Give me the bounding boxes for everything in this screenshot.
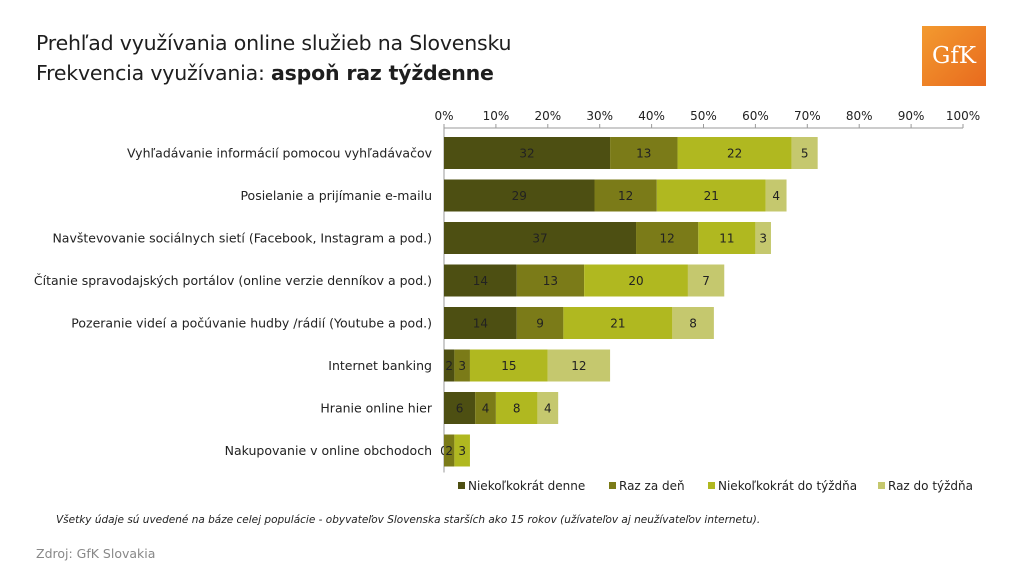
bar-segment <box>584 264 688 297</box>
data-label: 4 <box>772 189 780 203</box>
bar-segment <box>454 434 470 467</box>
data-label: 21 <box>704 189 719 203</box>
x-tick-label: 90% <box>898 109 925 123</box>
x-tick-label: 0% <box>434 109 453 123</box>
data-label: 14 <box>473 317 488 331</box>
title-line-2-emphasis: aspoň raz týždenne <box>271 61 494 85</box>
bar-segment <box>656 179 766 212</box>
bar-segment <box>765 179 787 212</box>
data-label: 12 <box>571 359 586 373</box>
legend-label: Raz do týždňa <box>888 479 973 493</box>
data-label: 21 <box>610 317 625 331</box>
x-tick-label: 50% <box>690 109 717 123</box>
bar-segment <box>687 264 725 297</box>
title-line-1: Prehľad využívania online služieb na Slo… <box>36 31 512 55</box>
data-label: 3 <box>458 444 466 458</box>
bar-segment <box>444 179 595 212</box>
data-label: 5 <box>801 147 809 161</box>
bar-segment <box>475 392 496 424</box>
x-tick-label: 70% <box>794 109 821 123</box>
bar-segment <box>444 222 637 254</box>
bar-segment <box>610 137 678 169</box>
bar-segment <box>537 392 559 424</box>
bar-segment <box>516 307 564 339</box>
x-tick-label: 40% <box>638 109 665 123</box>
legend-swatch <box>878 482 885 489</box>
data-label: 3 <box>458 359 466 373</box>
category-label: Čítanie spravodajských portálov (online … <box>34 273 432 288</box>
bar-segment <box>454 349 470 382</box>
bar-segment <box>672 307 714 339</box>
legend-label: Raz za deň <box>619 479 685 493</box>
bar-segment <box>444 137 611 169</box>
data-label: 12 <box>660 232 675 246</box>
data-label: 8 <box>513 402 521 416</box>
source-note: Zdroj: GfK Slovakia <box>36 546 156 561</box>
data-label: 14 <box>473 274 488 288</box>
data-label: 15 <box>501 359 516 373</box>
bar-segment <box>444 392 476 424</box>
legend-label: Niekoľkokrát denne <box>468 479 585 493</box>
chart-title: Prehľad využívania online služieb na Slo… <box>36 28 512 88</box>
data-label: 32 <box>519 147 534 161</box>
data-label: 13 <box>636 147 651 161</box>
data-label: 4 <box>482 402 490 416</box>
x-tick-label: 10% <box>483 109 510 123</box>
category-label: Vyhľadávanie informácií pomocou vyhľadáv… <box>127 146 433 161</box>
title-line-2-prefix: Frekvencia využívania: <box>36 61 272 85</box>
data-label: 12 <box>618 189 633 203</box>
legend-swatch <box>609 482 616 489</box>
stacked-bar-chart: 0% 10% 20% 30% 40% 50% 60% 70% 80% 90% 100% Vyhľadá… <box>34 109 980 493</box>
data-label: 3 <box>759 232 767 246</box>
legend-swatch <box>458 482 465 489</box>
category-label: Hranie online hier <box>320 401 432 416</box>
x-tick-label: 80% <box>846 109 873 123</box>
data-label: 6 <box>456 402 464 416</box>
data-label: 29 <box>512 189 527 203</box>
data-label: 4 <box>544 402 552 416</box>
bar-segment <box>755 222 771 254</box>
category-label: Internet banking <box>328 358 432 373</box>
category-label: Pozeranie videí a počúvanie hudby /rádií… <box>71 316 432 331</box>
bar-segment <box>444 349 455 382</box>
title-line-2: Frekvencia využívania: aspoň raz týždenn… <box>36 58 511 88</box>
bar-segment <box>636 222 699 254</box>
bar-segment <box>444 307 517 339</box>
legend-swatch <box>708 482 715 489</box>
gfk-logo: GfK <box>922 26 986 86</box>
data-label: 8 <box>689 317 697 331</box>
category-label: Nakupovanie v online obchodoch <box>225 443 432 458</box>
bar-segment <box>469 349 548 382</box>
bar-segment <box>698 222 756 254</box>
footnote: Všetky údaje sú uvedené na báze celej po… <box>56 514 761 526</box>
data-label: 22 <box>727 147 742 161</box>
legend-label: Niekoľkokrát do týždňa <box>718 479 857 493</box>
category-label: Navštevovanie sociálnych sietí (Facebook… <box>52 231 432 246</box>
data-label: 2 <box>445 359 453 373</box>
bar-segment <box>444 264 517 297</box>
x-tick-label: 30% <box>586 109 613 123</box>
category-label: Posielanie a prijímanie e-mailu <box>240 188 432 203</box>
bar-segment <box>677 137 792 169</box>
bar-segment <box>547 349 611 382</box>
bar-segment <box>594 179 657 212</box>
data-label: 20 <box>628 274 643 288</box>
bar-segment <box>563 307 673 339</box>
bar-segment <box>516 264 585 297</box>
data-label: 7 <box>702 274 710 288</box>
data-label: 2 <box>445 444 453 458</box>
x-tick-label: 20% <box>534 109 561 123</box>
bar-segment <box>791 137 818 169</box>
x-tick-label: 60% <box>742 109 769 123</box>
data-label: 9 <box>536 317 544 331</box>
data-label: 37 <box>532 232 547 246</box>
bar-segment <box>495 392 538 424</box>
data-label: 11 <box>719 232 734 246</box>
bar-segment <box>444 434 455 467</box>
x-tick-label: 100% <box>946 109 980 123</box>
data-label: 13 <box>543 274 558 288</box>
